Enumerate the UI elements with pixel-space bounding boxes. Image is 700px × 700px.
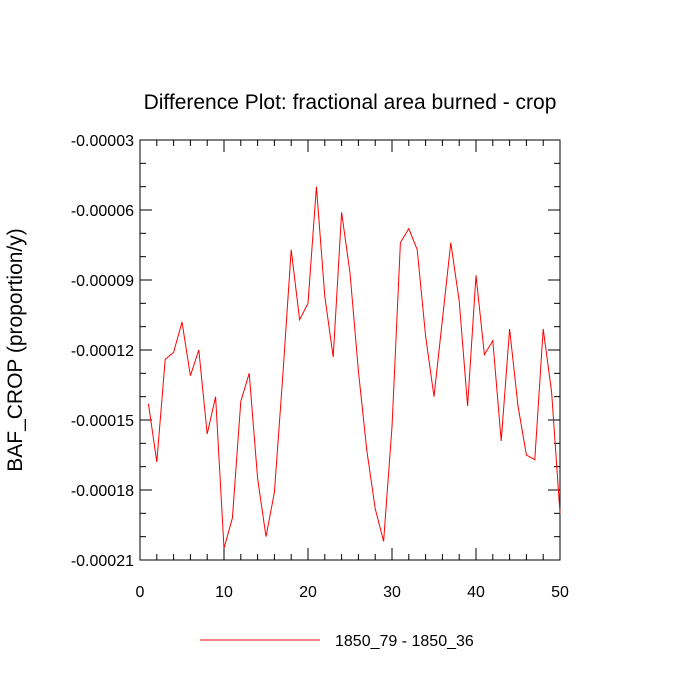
- series-layer: [147, 186, 561, 549]
- y-tick-label: -0.00015: [71, 413, 134, 430]
- y-axis-label: BAF_CROP (proportion/y): [4, 228, 27, 472]
- y-tick-label: -0.00012: [71, 343, 134, 360]
- chart-title: Difference Plot: fractional area burned …: [144, 91, 557, 114]
- x-tick-label: 40: [467, 584, 485, 601]
- series-line: [147, 186, 561, 549]
- axis-ticks: 0 10 20 30 40 50 -0.00003 -0.00006 -0.00009 -0.00…: [71, 133, 569, 601]
- y-tick-label: -0.00018: [71, 483, 134, 500]
- y-tick-label: -0.00006: [71, 203, 134, 220]
- y-tick-label: -0.00003: [71, 133, 134, 150]
- plot-frame: [139, 139, 561, 561]
- x-tick-label: 50: [551, 584, 569, 601]
- x-tick-label: 20: [299, 584, 317, 601]
- y-tick-label: -0.00021: [71, 553, 134, 570]
- x-tick-label: 30: [383, 584, 401, 601]
- legend: 1850_79 - 1850_36: [200, 633, 474, 650]
- plot-border: [139, 139, 561, 561]
- x-tick-label: 10: [215, 584, 233, 601]
- x-tick-label: 0: [136, 584, 145, 601]
- legend-label: 1850_79 - 1850_36: [335, 633, 474, 650]
- y-tick-label: -0.00009: [71, 273, 134, 290]
